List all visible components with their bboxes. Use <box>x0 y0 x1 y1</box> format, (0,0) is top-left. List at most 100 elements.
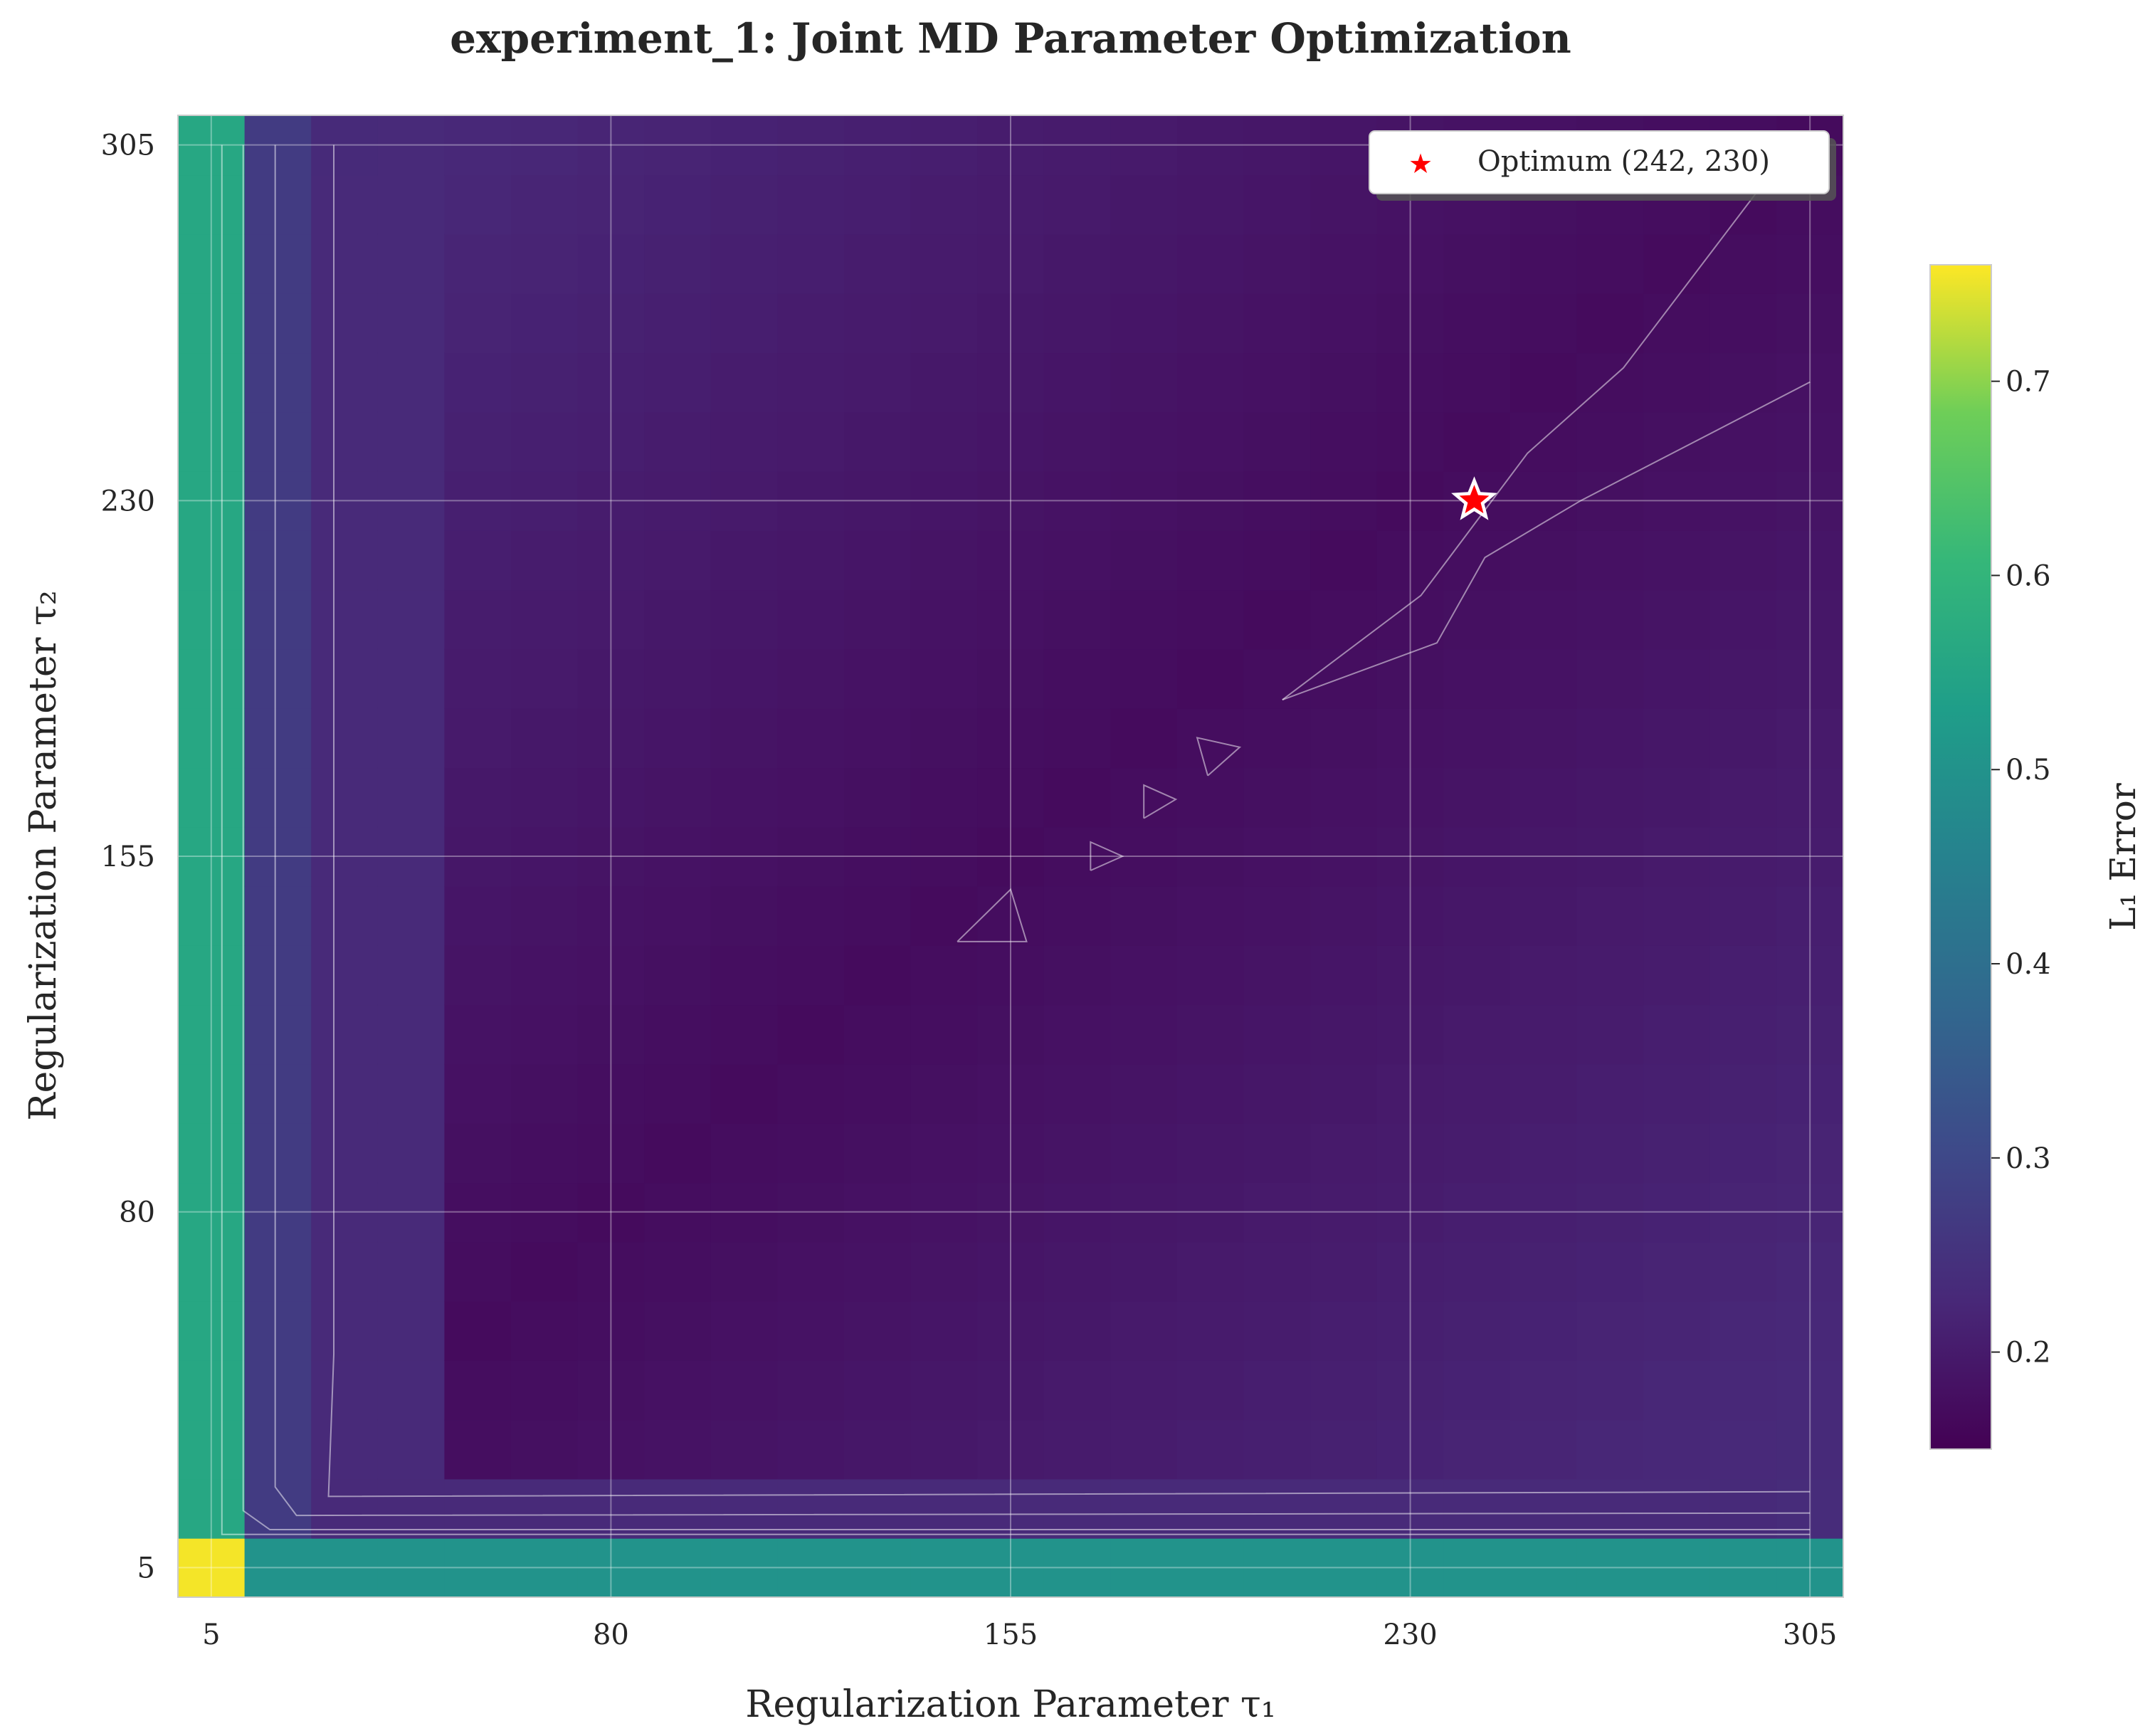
heatmap-cell <box>977 352 1045 413</box>
heatmap-cell <box>1443 1241 1511 1302</box>
heatmap-cell <box>1310 1063 1378 1124</box>
heatmap-cell <box>777 174 845 235</box>
heatmap-cell <box>1243 530 1312 591</box>
heatmap-cell <box>710 411 779 472</box>
heatmap-cell <box>777 1241 845 1302</box>
heatmap-cell <box>1110 233 1178 294</box>
heatmap-cell <box>710 352 779 413</box>
heatmap-cell <box>1776 589 1843 650</box>
heatmap-cell <box>1177 1300 1245 1361</box>
heatmap-cell <box>377 885 446 946</box>
heatmap-cell <box>1776 1004 1843 1065</box>
heatmap-cell <box>1709 1241 1778 1302</box>
heatmap-cell <box>1643 1300 1711 1361</box>
heatmap-cell <box>1709 1537 1778 1597</box>
heatmap-cell <box>1776 1241 1843 1302</box>
heatmap-cell <box>1243 589 1312 650</box>
heatmap-cell <box>1576 1241 1645 1302</box>
heatmap-cell <box>910 1122 979 1184</box>
heatmap-cell <box>1510 1063 1578 1124</box>
heatmap-cell <box>1776 1537 1843 1597</box>
heatmap-cell <box>1643 1004 1711 1065</box>
heatmap-cell <box>1443 945 1511 1006</box>
heatmap-cell <box>644 411 712 472</box>
heatmap-cell <box>577 1359 646 1421</box>
heatmap-cell <box>511 1359 579 1421</box>
heatmap-cell <box>1310 411 1378 472</box>
heatmap-cell <box>1243 1359 1312 1421</box>
heatmap-cell <box>644 1182 712 1243</box>
heatmap-cell <box>1510 826 1578 887</box>
heatmap-cell <box>1310 1300 1378 1361</box>
heatmap-cell <box>710 530 779 591</box>
heatmap-cell <box>1576 1359 1645 1421</box>
heatmap-cell <box>977 648 1045 709</box>
heatmap-cell <box>710 589 779 650</box>
heatmap-cell <box>910 530 979 591</box>
colorbar-tick-label: 0.4 <box>2006 948 2051 981</box>
heatmap-cell <box>377 589 446 650</box>
heatmap-cell <box>844 174 912 235</box>
x-tick-label: 80 <box>593 1619 629 1651</box>
heatmap-cell <box>844 1359 912 1421</box>
heatmap-cell <box>710 885 779 946</box>
heatmap-cell <box>777 411 845 472</box>
heatmap-cell <box>1110 1478 1178 1539</box>
x-tick-labels: 5 80 155 230 305 <box>202 1619 1837 1651</box>
heatmap-cell <box>1177 233 1245 294</box>
heatmap-cell <box>910 115 979 176</box>
heatmap-cell <box>178 648 246 709</box>
heatmap-cell <box>1376 1300 1445 1361</box>
heatmap-cell <box>1776 530 1843 591</box>
heatmap-cell <box>244 1004 312 1065</box>
heatmap-cell <box>1510 1300 1578 1361</box>
heatmap-cell <box>977 885 1045 946</box>
heatmap-cell <box>1177 1359 1245 1421</box>
heatmap-cell <box>311 1122 379 1184</box>
heatmap-cell <box>1443 1063 1511 1124</box>
heatmap-cell <box>1243 293 1312 354</box>
heatmap-cell <box>244 648 312 709</box>
heatmap-cell <box>311 1537 379 1597</box>
heatmap-cell <box>511 767 579 828</box>
heatmap-cell <box>644 174 712 235</box>
heatmap-cell <box>444 1537 512 1597</box>
heatmap-cell <box>1776 648 1843 709</box>
heatmap-cell <box>977 1182 1045 1243</box>
heatmap-cell <box>1043 648 1112 709</box>
x-tick-label: 5 <box>202 1619 220 1651</box>
heatmap-cell <box>311 1004 379 1065</box>
heatmap-cell <box>777 1063 845 1124</box>
heatmap-cell <box>844 530 912 591</box>
heatmap-cell <box>1443 707 1511 769</box>
heatmap-cell <box>644 1241 712 1302</box>
heatmap-cell <box>1243 1300 1312 1361</box>
heatmap-cell <box>311 1063 379 1124</box>
heatmap-cell <box>1310 589 1378 650</box>
heatmap-cell <box>644 885 712 946</box>
heatmap-cell <box>977 1300 1045 1361</box>
heatmap-cell <box>1376 470 1445 531</box>
heatmap-cell <box>1709 1359 1778 1421</box>
heatmap-cell <box>1177 648 1245 709</box>
heatmap-cell <box>777 352 845 413</box>
heatmap-cell <box>178 826 246 887</box>
heatmap-cell <box>1043 1419 1112 1480</box>
heatmap-cell <box>178 470 246 531</box>
heatmap-cell <box>178 1063 246 1124</box>
heatmap-cell <box>777 767 845 828</box>
heatmap-cell <box>1110 411 1178 472</box>
heatmap-cell <box>1776 1182 1843 1243</box>
heatmap-cell <box>977 1004 1045 1065</box>
heatmap-cell <box>244 1241 312 1302</box>
heatmap-cell <box>910 826 979 887</box>
heatmap-cell <box>1310 1537 1378 1597</box>
heatmap-cell <box>844 1478 912 1539</box>
heatmap-cell <box>244 1063 312 1124</box>
heatmap-cell <box>1043 174 1112 235</box>
heatmap-cell <box>1576 233 1645 294</box>
heatmap-cell <box>1443 589 1511 650</box>
heatmap-cell <box>1043 1122 1112 1184</box>
heatmap-cell <box>244 589 312 650</box>
contour-line <box>221 144 1811 1535</box>
